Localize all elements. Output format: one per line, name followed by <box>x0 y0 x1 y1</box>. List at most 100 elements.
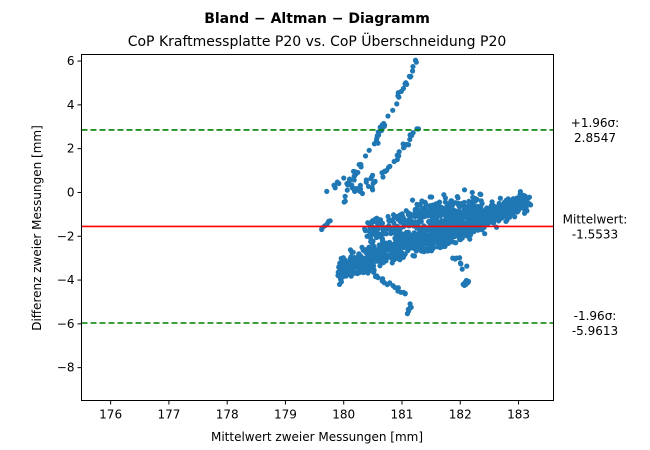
data-point <box>490 218 497 224</box>
data-point <box>465 220 471 227</box>
data-point <box>427 204 433 211</box>
data-point <box>458 228 464 234</box>
plot-frame <box>81 54 554 401</box>
x-tick-label: 181 <box>391 408 414 422</box>
data-point <box>351 270 357 276</box>
data-point <box>461 187 468 193</box>
data-point <box>437 204 443 210</box>
data-point <box>420 208 427 214</box>
data-point <box>468 209 474 215</box>
data-point <box>479 224 485 230</box>
chart-title: Bland − Altman − Diagramm <box>204 11 430 27</box>
data-point <box>365 266 371 272</box>
data-point <box>401 216 407 222</box>
data-point <box>493 211 500 217</box>
data-point <box>478 198 484 204</box>
data-point <box>397 212 403 218</box>
data-point <box>342 257 348 263</box>
data-point <box>425 243 431 249</box>
data-point <box>365 183 372 190</box>
data-point <box>351 177 357 183</box>
data-point <box>336 264 342 270</box>
data-point <box>384 241 390 247</box>
data-point <box>458 261 464 267</box>
data-point <box>371 269 377 275</box>
data-point <box>473 221 479 227</box>
data-point <box>451 211 457 217</box>
data-point <box>350 249 356 255</box>
data-point <box>410 219 416 225</box>
data-point <box>369 218 375 225</box>
data-point <box>404 141 410 148</box>
data-point <box>483 218 489 225</box>
data-point <box>404 311 411 317</box>
data-point <box>471 203 478 209</box>
data-point <box>324 188 330 194</box>
y-tick-label: −2 <box>57 229 75 243</box>
data-point <box>423 247 429 254</box>
data-point <box>505 213 511 219</box>
data-point <box>387 163 393 169</box>
data-point <box>453 240 459 246</box>
data-point <box>397 238 403 244</box>
data-point <box>406 73 412 79</box>
data-point <box>342 193 348 199</box>
data-point <box>504 206 510 213</box>
data-point <box>450 255 456 261</box>
data-point <box>444 216 450 222</box>
data-point <box>355 169 361 176</box>
data-point <box>391 230 397 236</box>
reference-label-lower: -5.9613 <box>572 324 618 338</box>
data-point <box>402 244 408 250</box>
data-point <box>357 182 363 188</box>
data-point <box>403 208 409 214</box>
data-point <box>341 175 347 181</box>
data-point <box>390 107 396 113</box>
data-point <box>369 172 376 178</box>
data-point <box>409 132 415 138</box>
data-point <box>381 258 387 264</box>
data-point <box>375 232 381 238</box>
data-point <box>357 269 363 275</box>
data-point <box>390 282 396 289</box>
data-point <box>460 210 466 216</box>
data-point <box>379 220 386 226</box>
data-point <box>351 261 357 267</box>
data-point <box>394 242 400 249</box>
data-point <box>384 167 390 174</box>
reference-annotations: Mittelwert:-1.5533 +1.96σ:2.8547 -1.96σ:-5… <box>563 116 628 338</box>
data-point <box>415 219 421 226</box>
data-point <box>478 191 484 198</box>
data-point <box>411 253 418 259</box>
x-tick-label: 177 <box>157 408 180 422</box>
reference-label-mean: Mittelwert: <box>563 212 628 226</box>
data-point <box>381 280 388 286</box>
data-point <box>338 279 345 285</box>
data-point <box>427 210 433 217</box>
data-point <box>414 234 420 240</box>
data-point <box>483 211 489 217</box>
data-point <box>380 174 386 180</box>
data-point <box>400 145 407 151</box>
data-point <box>446 234 452 240</box>
data-point <box>428 248 435 254</box>
data-point <box>468 232 474 238</box>
data-point <box>367 228 373 234</box>
data-point <box>409 197 416 203</box>
data-point <box>419 198 425 204</box>
data-point <box>398 289 404 295</box>
data-point <box>331 182 338 189</box>
data-point <box>431 207 437 213</box>
y-tick-label: 6 <box>67 54 75 68</box>
data-point <box>451 227 457 234</box>
data-point <box>368 252 374 259</box>
data-point <box>511 205 517 211</box>
data-point <box>510 200 516 206</box>
y-axis-ticks: −8 −6 −4 −2 0 2 4 6 <box>57 54 82 375</box>
data-point <box>448 198 454 204</box>
data-point <box>421 229 427 235</box>
data-point <box>411 230 417 236</box>
data-point <box>459 266 465 272</box>
data-point <box>413 211 419 217</box>
data-point <box>368 239 374 245</box>
